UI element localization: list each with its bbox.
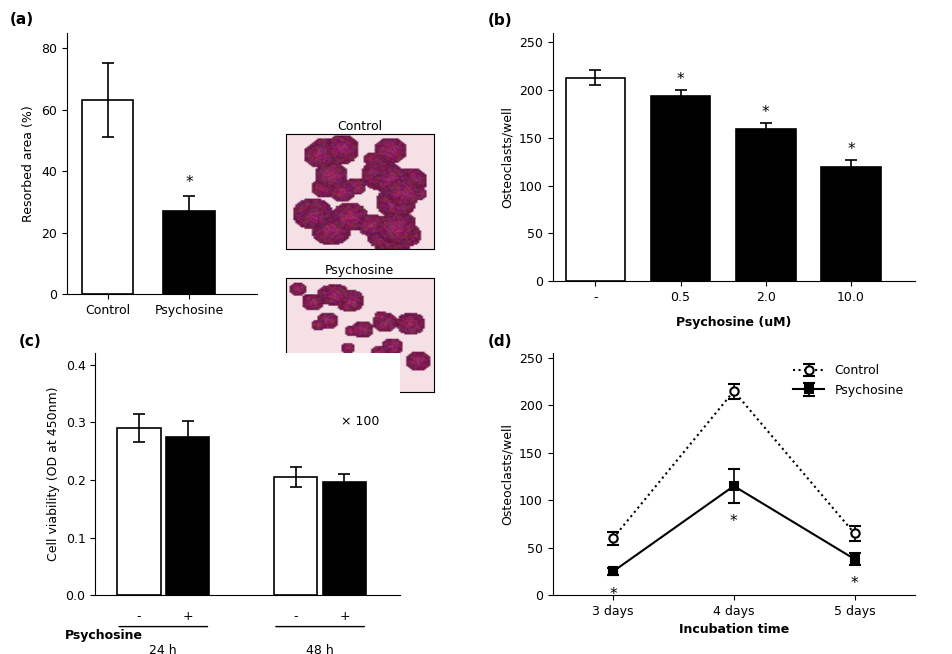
Text: *: * <box>729 515 737 530</box>
Text: 24 h: 24 h <box>149 644 177 654</box>
Text: Psychosine: Psychosine <box>65 629 143 642</box>
Text: *: * <box>186 175 193 190</box>
Bar <box>273 477 317 595</box>
Bar <box>117 428 161 595</box>
Text: × 100: × 100 <box>341 415 379 428</box>
Text: -: - <box>136 610 141 623</box>
Bar <box>735 129 795 281</box>
Text: (b): (b) <box>487 13 511 28</box>
Bar <box>650 95 709 281</box>
Text: *: * <box>762 105 769 120</box>
Bar <box>82 101 133 294</box>
Text: Psychosine (uM): Psychosine (uM) <box>675 316 791 329</box>
Bar <box>166 437 209 595</box>
Y-axis label: Osteoclasts/well: Osteoclasts/well <box>500 106 513 208</box>
Bar <box>163 211 215 294</box>
Y-axis label: Cell viability (OD at 450nm): Cell viability (OD at 450nm) <box>47 387 60 561</box>
Text: 48 h: 48 h <box>306 644 333 654</box>
Text: -: - <box>293 610 298 623</box>
Text: (d): (d) <box>487 334 511 349</box>
Text: (a): (a) <box>10 12 33 27</box>
Text: +: + <box>339 610 349 623</box>
Bar <box>821 167 880 281</box>
Text: *: * <box>846 142 854 157</box>
Text: +: + <box>182 610 192 623</box>
Legend: Control, Psychosine: Control, Psychosine <box>787 360 907 402</box>
Text: *: * <box>676 72 684 87</box>
Y-axis label: Osteoclasts/well: Osteoclasts/well <box>500 423 513 525</box>
Title: Psychosine: Psychosine <box>325 264 394 277</box>
Bar <box>565 78 625 281</box>
Text: *: * <box>850 576 858 591</box>
X-axis label: Incubation time: Incubation time <box>678 623 788 636</box>
Title: Control: Control <box>337 120 382 133</box>
Bar <box>323 482 366 595</box>
Text: *: * <box>608 587 616 602</box>
Text: (c): (c) <box>19 334 42 349</box>
Y-axis label: Resorbed area (%): Resorbed area (%) <box>23 105 35 222</box>
